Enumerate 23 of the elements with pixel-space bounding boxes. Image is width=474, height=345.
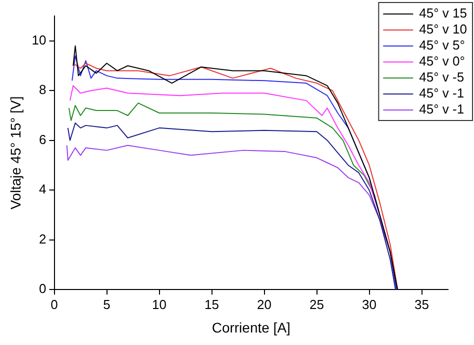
legend-label: 45° v -1: [419, 86, 464, 101]
y-tick-label: 4: [39, 182, 46, 197]
y-tick-label: 10: [32, 32, 46, 48]
x-tick-label: 25: [310, 296, 324, 312]
legend-label: 45° v 10: [419, 22, 467, 37]
y-tick-label: 6: [39, 132, 46, 147]
legend-label: 45° v 0°: [419, 54, 465, 69]
x-tick-label: 20: [257, 296, 272, 312]
x-tick-label: 0: [50, 296, 58, 312]
x-tick-label: 30: [362, 296, 376, 312]
legend-label: 45° v 5°: [419, 38, 465, 53]
x-tick-label: 15: [204, 296, 219, 312]
y-axis-title: Voltaje 45° 15° [V]: [7, 96, 24, 210]
x-tick-label: 35: [414, 296, 429, 312]
x-tick-label: 5: [103, 296, 110, 312]
x-tick-label: 10: [152, 296, 166, 312]
legend-label: 45° v 15: [419, 6, 467, 21]
x-axis-title: Corriente [A]: [212, 319, 290, 336]
y-tick-label: 8: [39, 82, 46, 98]
y-tick-label: 0: [39, 281, 46, 296]
legend-label: 45° v -5: [419, 70, 464, 85]
legend-label: 45° v -1: [419, 102, 464, 117]
y-tick-label: 2: [39, 231, 46, 246]
